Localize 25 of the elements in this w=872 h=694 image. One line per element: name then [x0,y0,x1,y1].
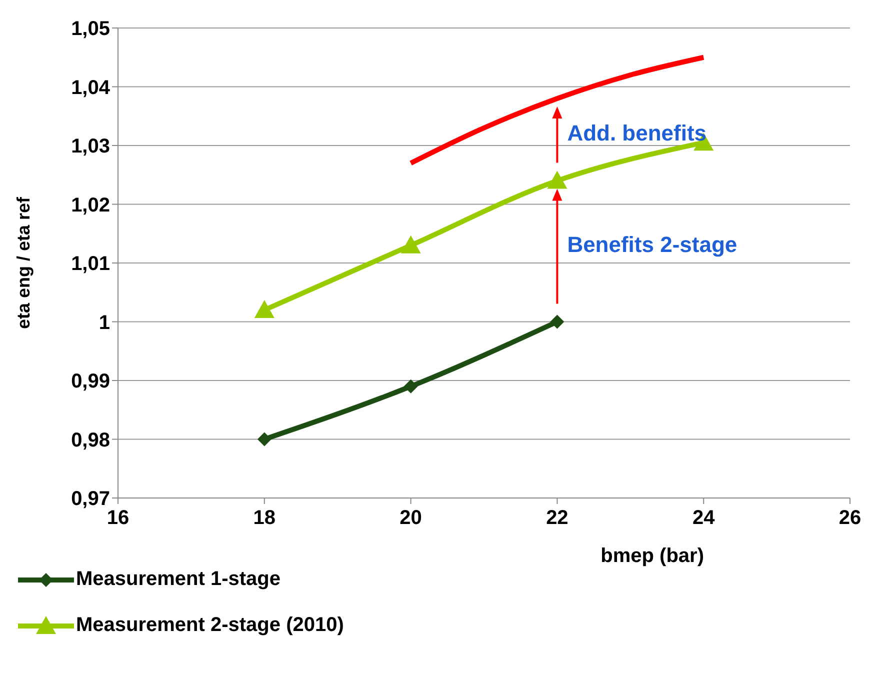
x-tick-label: 20 [400,507,422,530]
point [547,170,568,189]
point [550,314,564,329]
point [257,432,272,446]
point [254,300,274,318]
annotation: Benefits 2-stage [567,232,738,258]
y-tick-label: 1,02 [71,194,110,216]
x-axis-title: bmep (bar) [600,545,704,567]
x-tick-label: 24 [692,507,716,530]
y-tick-label: 1,05 [71,18,110,40]
legend-label: Measurement 1-stage [76,568,281,591]
legend-label: Measurement 2-stage (2010) [76,614,344,637]
y-tick-label: 1,01 [71,253,110,276]
x-tick-label: 26 [838,507,862,530]
annotation: Add. benefits [567,120,707,146]
x-tick-label: 22 [546,507,568,530]
y-axis-title: eta eng / eta ref [13,196,34,330]
y-tick-label: 1,03 [71,136,110,158]
y-tick-label: 1,04 [71,76,111,99]
y-tick-label: 1 [98,312,110,334]
x-tick-label: 18 [253,507,276,530]
point [400,235,421,254]
point [404,379,418,394]
y-tick-label: 0,98 [71,429,110,452]
y-tick-label: 0,99 [71,370,110,393]
